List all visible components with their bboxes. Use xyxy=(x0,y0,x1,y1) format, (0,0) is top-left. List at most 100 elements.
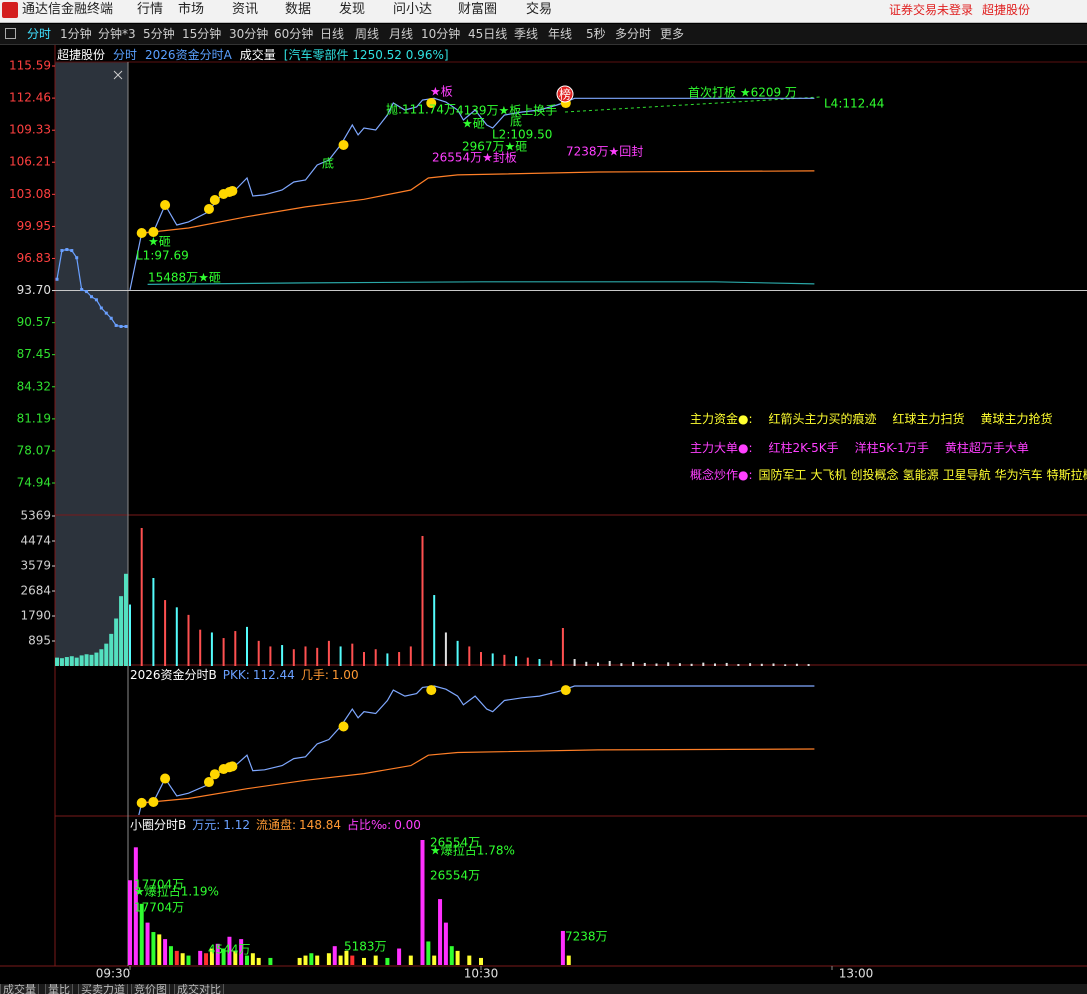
marker-ball xyxy=(426,685,437,696)
flow-bar xyxy=(338,955,343,965)
volume-bar xyxy=(292,649,295,666)
period-tab[interactable]: 10分钟 xyxy=(421,27,461,41)
period-tab[interactable]: 季线 xyxy=(514,27,539,41)
volume-bar xyxy=(257,640,260,666)
bottom-tab[interactable]: 买卖力道 xyxy=(78,984,128,994)
volume-bar xyxy=(772,663,775,666)
auction-volume-bar xyxy=(124,573,128,666)
y-tick-label: 4474 xyxy=(20,534,51,548)
period-tab[interactable]: 更多 xyxy=(660,27,685,41)
flow-bar xyxy=(204,953,209,965)
chart-annotation: 底 xyxy=(322,156,334,171)
volume-bar xyxy=(760,663,763,666)
flow-bar xyxy=(455,950,460,965)
y-tick-label: 99.95 xyxy=(17,219,51,233)
status-link[interactable]: 证券交易未登录 xyxy=(889,3,974,17)
period-tab[interactable]: 1分钟 xyxy=(60,27,92,41)
marker-ball xyxy=(227,761,238,772)
auction-price-dot xyxy=(80,288,84,292)
bottom-tab[interactable]: 成交对比 xyxy=(174,984,224,994)
y-tick-label: 96.83 xyxy=(17,251,51,265)
bottom-tab[interactable]: 成交量 xyxy=(0,984,39,994)
chart-annotation: 7238万★回封 xyxy=(566,145,643,159)
info-item: 分时 xyxy=(113,48,137,62)
close-icon[interactable] xyxy=(113,70,123,80)
flow-bar xyxy=(315,955,320,965)
period-tab[interactable]: 月线 xyxy=(389,27,414,41)
period-tab[interactable]: 年线 xyxy=(548,27,573,41)
marker-ball xyxy=(136,228,147,239)
period-tab[interactable]: 分时 xyxy=(27,27,52,41)
y-tick-label: 84.32 xyxy=(17,379,51,393)
volume-bar xyxy=(690,663,693,666)
flow-bar xyxy=(174,950,179,965)
chart-annotation: ★砸 xyxy=(148,235,171,249)
period-tab[interactable]: 15分钟 xyxy=(182,27,222,41)
period-tab[interactable]: 周线 xyxy=(355,27,380,41)
marker-ball xyxy=(148,796,159,807)
flow-bar xyxy=(151,932,156,965)
flow-annotation: 4544万 xyxy=(208,943,251,957)
volume-bar xyxy=(246,626,248,666)
flow-bar xyxy=(332,946,337,965)
auction-price-dot xyxy=(109,316,113,320)
tab-icon[interactable] xyxy=(5,28,16,39)
status-link[interactable]: 超捷股份 xyxy=(982,3,1031,17)
auction-price-dot xyxy=(124,324,128,328)
chart-annotation: 底 xyxy=(510,114,522,129)
volume-bar xyxy=(678,663,681,666)
info-line: 超捷股份 分时 2026资金分时A 成交量 [汽车零部件 1250.52 0.96%] xyxy=(57,47,449,62)
flow-bar xyxy=(426,941,431,965)
volume-bar xyxy=(468,646,471,666)
menu-item[interactable]: 问小达 xyxy=(393,2,433,17)
chart-annotation: 抛:111.74万 xyxy=(386,102,456,117)
period-tab[interactable]: 日线 xyxy=(320,27,345,41)
auction-price-dot xyxy=(104,311,108,315)
volume-bar xyxy=(538,659,541,666)
flow-bar xyxy=(479,957,483,965)
volume-bar xyxy=(398,652,401,666)
menu-item[interactable]: 行情 xyxy=(137,2,164,17)
trend-dash xyxy=(564,96,821,113)
volume-bar xyxy=(561,628,564,666)
auction-price-dot xyxy=(70,249,74,253)
volume-bar xyxy=(503,654,506,666)
marker-ball xyxy=(227,185,238,196)
badge-circle xyxy=(556,85,574,103)
bottom-tab[interactable]: 量比 xyxy=(45,984,73,994)
y-tick-label: 81.19 xyxy=(17,411,51,425)
period-tab[interactable]: 45日线 xyxy=(468,27,508,41)
flow-bar xyxy=(157,934,162,965)
period-tab[interactable]: 多分时 xyxy=(615,27,652,41)
flow-bar xyxy=(221,948,226,965)
marker-ball xyxy=(136,797,147,808)
legend-item: 红球主力扫货 xyxy=(893,411,965,426)
period-tab[interactable]: 5秒 xyxy=(586,27,606,41)
legend-item: 红柱2K-5K手 xyxy=(769,440,839,455)
auction-volume-bar xyxy=(104,643,109,666)
y-tick-label: 87.45 xyxy=(17,347,51,361)
period-tab[interactable]: 分钟*3 xyxy=(98,27,136,41)
menu-item[interactable]: 数据 xyxy=(285,2,312,17)
menu-item[interactable]: 资讯 xyxy=(232,2,259,17)
volume-bar xyxy=(222,638,225,666)
panel-title: 2026资金分时B xyxy=(130,667,217,682)
flow-annotation: 26554万 xyxy=(430,869,480,883)
y-tick-label: 109.33 xyxy=(9,123,51,137)
menu-item[interactable]: 市场 xyxy=(178,2,205,17)
flow-bar xyxy=(373,955,378,965)
auction-volume-bar xyxy=(84,654,89,666)
auction-volume-bar xyxy=(114,618,119,666)
period-tab[interactable]: 60分钟 xyxy=(274,27,314,41)
y-tick-label: 93.70 xyxy=(17,283,51,297)
volume-bar xyxy=(526,657,529,666)
bottom-tab[interactable]: 竞价图 xyxy=(131,984,170,994)
menu-item[interactable]: 发现 xyxy=(339,2,366,17)
y-tick-label: 3579 xyxy=(20,559,51,573)
period-tab[interactable]: 5分钟 xyxy=(143,27,175,41)
menu-item[interactable]: 财富圈 xyxy=(458,2,498,17)
menu-item[interactable]: 交易 xyxy=(526,2,553,17)
period-tab[interactable]: 30分钟 xyxy=(229,27,269,41)
